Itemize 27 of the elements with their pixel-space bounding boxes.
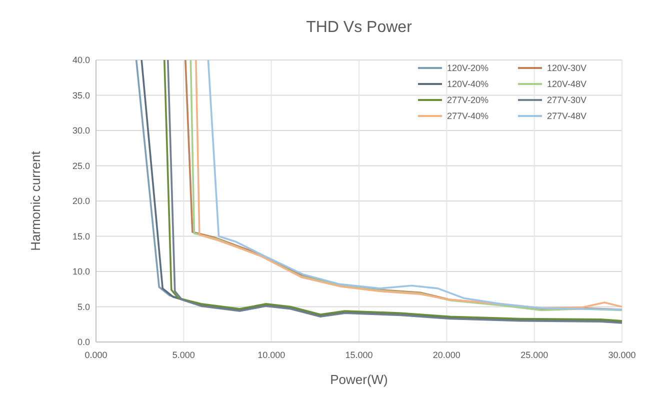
legend-label: 120V-48V: [547, 79, 587, 90]
legend-label: 120V-40%: [447, 79, 489, 90]
y-tick-label: 40.0: [72, 55, 90, 66]
legend-label: 277V-20%: [447, 95, 489, 106]
y-tick-label: 10.0: [72, 266, 90, 277]
y-tick-label: 25.0: [72, 160, 90, 171]
y-tick-label: 35.0: [72, 90, 90, 100]
y-tick-label: 20.0: [72, 196, 90, 206]
x-tick-label: 20.000: [432, 350, 460, 360]
x-tick-label: 10.000: [258, 350, 286, 360]
legend-label: 120V-20%: [447, 63, 489, 74]
y-tick-label: 0.0: [77, 337, 90, 348]
x-tick-label: 0.000: [84, 350, 108, 360]
x-tick-label: 15.000: [345, 350, 373, 360]
x-tick-label: 25.000: [520, 350, 548, 360]
chart-title: THD Vs Power: [306, 19, 413, 36]
x-tick-label: 5.000: [172, 350, 195, 360]
x-axis-title: Power(W): [330, 372, 388, 387]
x-tick-label: 30.000: [608, 350, 636, 360]
y-tick-label: 15.0: [72, 231, 90, 242]
legend-label: 277V-40%: [447, 111, 489, 122]
y-tick-label: 30.0: [72, 126, 90, 136]
y-tick-label: 5.0: [77, 302, 90, 312]
y-axis-title: Harmonic current: [28, 150, 43, 251]
legend-label: 120V-30V: [547, 63, 587, 74]
legend-label: 277V-48V: [547, 111, 587, 122]
legend-label: 277V-30V: [547, 95, 587, 106]
